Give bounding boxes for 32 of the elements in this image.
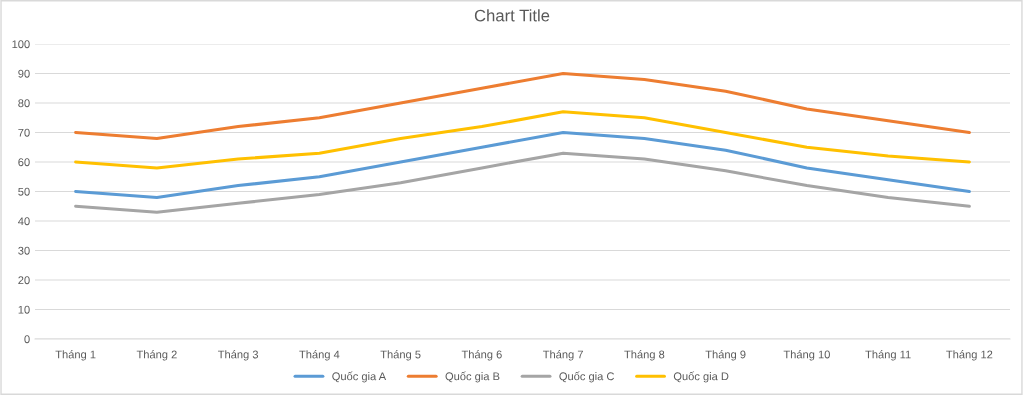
y-tick-label: 10 — [18, 305, 30, 314]
y-tick-label: 0 — [24, 335, 30, 344]
legend-label: Quốc gia A — [332, 371, 387, 383]
y-tick-label: 40 — [18, 217, 30, 226]
x-tick-label: Tháng 4 — [299, 350, 340, 361]
x-tick-label: Tháng 1 — [55, 350, 96, 361]
y-tick-label: 70 — [18, 128, 30, 137]
line-series — [74, 110, 971, 170]
x-tick-label: Tháng 7 — [542, 350, 583, 361]
legend-label: Quốc gia C — [559, 371, 615, 383]
line-series — [74, 71, 971, 140]
x-tick-label: Tháng 8 — [624, 350, 665, 361]
x-tick-label: Tháng 10 — [783, 350, 830, 361]
x-tick-label: Tháng 11 — [865, 350, 911, 361]
x-tick-label: Tháng 2 — [136, 350, 177, 361]
y-tick-label: 80 — [18, 99, 30, 108]
y-tick-label: 60 — [18, 158, 30, 167]
y-tick-label: 20 — [18, 276, 30, 285]
line-series — [74, 151, 971, 214]
x-tick-label: Tháng 3 — [217, 350, 259, 361]
y-tick-label: 50 — [18, 187, 30, 196]
chart-title: Chart Title — [474, 9, 550, 22]
x-tick-label: Tháng 5 — [380, 350, 421, 361]
x-tick-label: Tháng 9 — [705, 350, 746, 361]
y-tick-label: 100 — [12, 40, 30, 49]
x-tick-label: Tháng 6 — [461, 350, 502, 361]
x-tick-label: Tháng 12 — [946, 350, 993, 361]
legend-label: Quốc gia B — [445, 371, 500, 383]
line-series — [74, 130, 971, 199]
y-tick-label: 90 — [18, 69, 30, 78]
legend-label: Quốc gia D — [673, 371, 729, 383]
y-tick-label: 30 — [18, 246, 30, 255]
